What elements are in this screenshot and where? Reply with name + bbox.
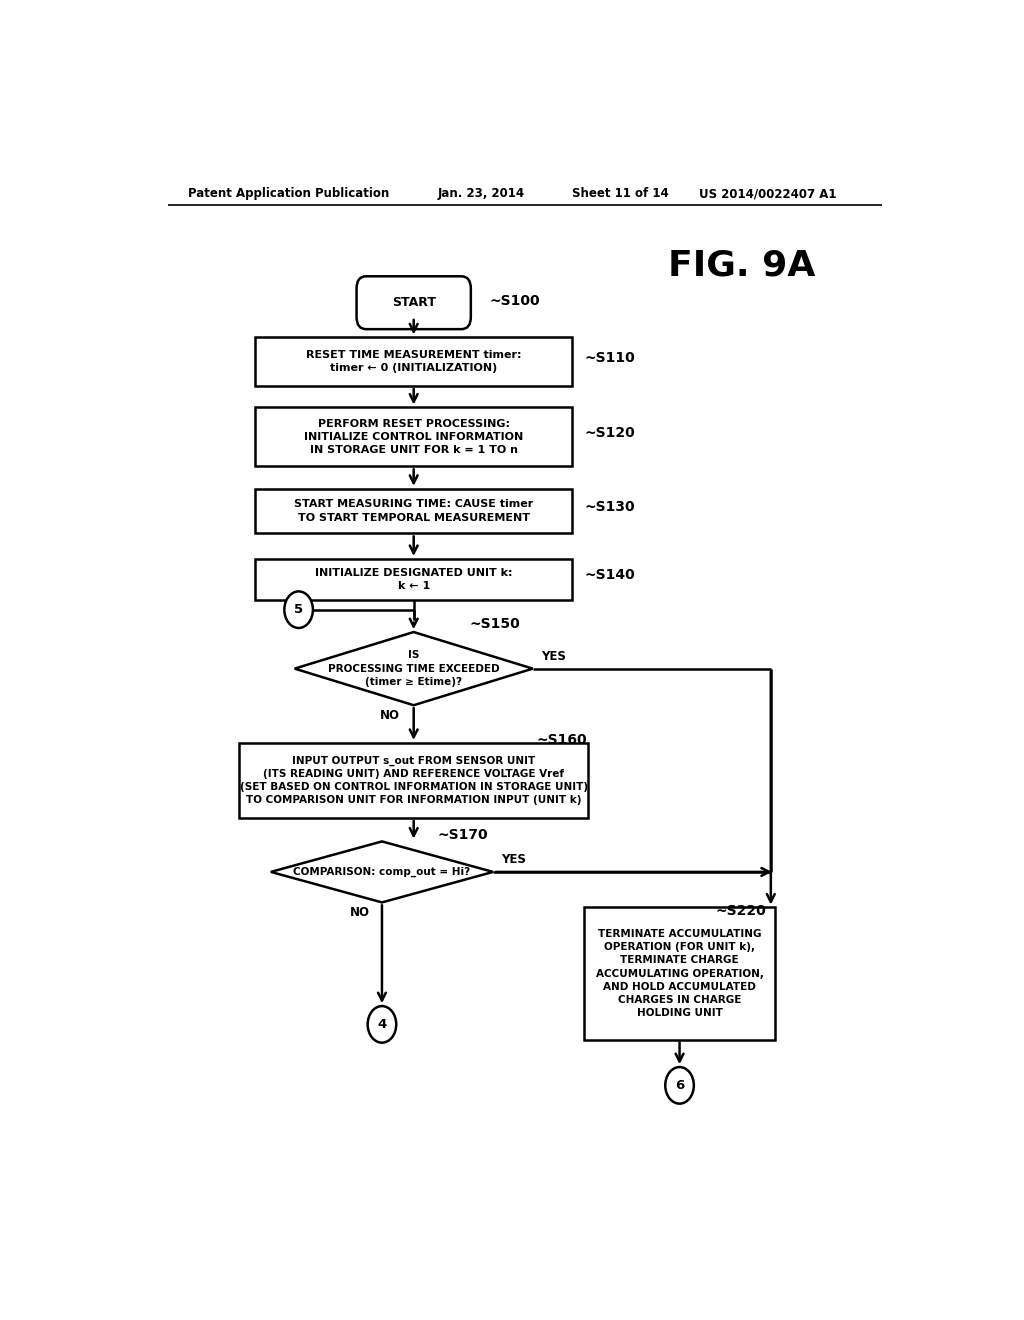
Text: YES: YES: [541, 649, 565, 663]
Text: ~S220: ~S220: [715, 903, 766, 917]
FancyBboxPatch shape: [239, 743, 588, 818]
Text: ~S160: ~S160: [537, 733, 588, 747]
Text: 4: 4: [377, 1018, 387, 1031]
Circle shape: [285, 591, 313, 628]
Text: YES: YES: [501, 853, 526, 866]
Text: RESET TIME MEASUREMENT timer:
timer ← 0 (INITIALIZATION): RESET TIME MEASUREMENT timer: timer ← 0 …: [306, 350, 521, 374]
Text: US 2014/0022407 A1: US 2014/0022407 A1: [699, 187, 837, 201]
Text: START MEASURING TIME: CAUSE timer
TO START TEMPORAL MEASUREMENT: START MEASURING TIME: CAUSE timer TO STA…: [294, 499, 534, 523]
FancyBboxPatch shape: [255, 338, 572, 385]
Text: 5: 5: [294, 603, 303, 616]
Text: ~S140: ~S140: [585, 568, 635, 582]
Text: START: START: [392, 296, 435, 309]
Text: NO: NO: [380, 709, 400, 722]
Circle shape: [666, 1067, 694, 1104]
FancyBboxPatch shape: [255, 558, 572, 599]
Text: PERFORM RESET PROCESSING:
INITIALIZE CONTROL INFORMATION
IN STORAGE UNIT FOR k =: PERFORM RESET PROCESSING: INITIALIZE CON…: [304, 418, 523, 455]
Text: Sheet 11 of 14: Sheet 11 of 14: [572, 187, 669, 201]
Circle shape: [368, 1006, 396, 1043]
Text: COMPARISON: comp_out = Hi?: COMPARISON: comp_out = Hi?: [294, 867, 470, 876]
Text: ~S130: ~S130: [585, 500, 635, 513]
Text: INITIALIZE DESIGNATED UNIT k:
k ← 1: INITIALIZE DESIGNATED UNIT k: k ← 1: [315, 568, 512, 591]
FancyBboxPatch shape: [255, 408, 572, 466]
FancyBboxPatch shape: [585, 907, 775, 1040]
Text: TERMINATE ACCUMULATING
OPERATION (FOR UNIT k),
TERMINATE CHARGE
ACCUMULATING OPE: TERMINATE ACCUMULATING OPERATION (FOR UN…: [596, 929, 764, 1018]
FancyBboxPatch shape: [356, 276, 471, 329]
Text: ~S170: ~S170: [437, 829, 488, 842]
Text: Jan. 23, 2014: Jan. 23, 2014: [437, 187, 524, 201]
Text: 6: 6: [675, 1078, 684, 1092]
Text: IS
PROCESSING TIME EXCEEDED
(timer ≥ Etime)?: IS PROCESSING TIME EXCEEDED (timer ≥ Eti…: [328, 651, 500, 686]
Polygon shape: [270, 841, 494, 903]
FancyBboxPatch shape: [255, 488, 572, 533]
Text: Patent Application Publication: Patent Application Publication: [187, 187, 389, 201]
Text: NO: NO: [350, 906, 370, 919]
Text: ~S150: ~S150: [469, 616, 520, 631]
Polygon shape: [295, 632, 532, 705]
Text: ~S120: ~S120: [585, 426, 635, 440]
Text: FIG. 9A: FIG. 9A: [668, 248, 815, 282]
Text: ~S110: ~S110: [585, 351, 635, 364]
Text: ~S100: ~S100: [489, 293, 540, 308]
Text: INPUT OUTPUT s_out FROM SENSOR UNIT
(ITS READING UNIT) AND REFERENCE VOLTAGE Vre: INPUT OUTPUT s_out FROM SENSOR UNIT (ITS…: [240, 755, 588, 805]
